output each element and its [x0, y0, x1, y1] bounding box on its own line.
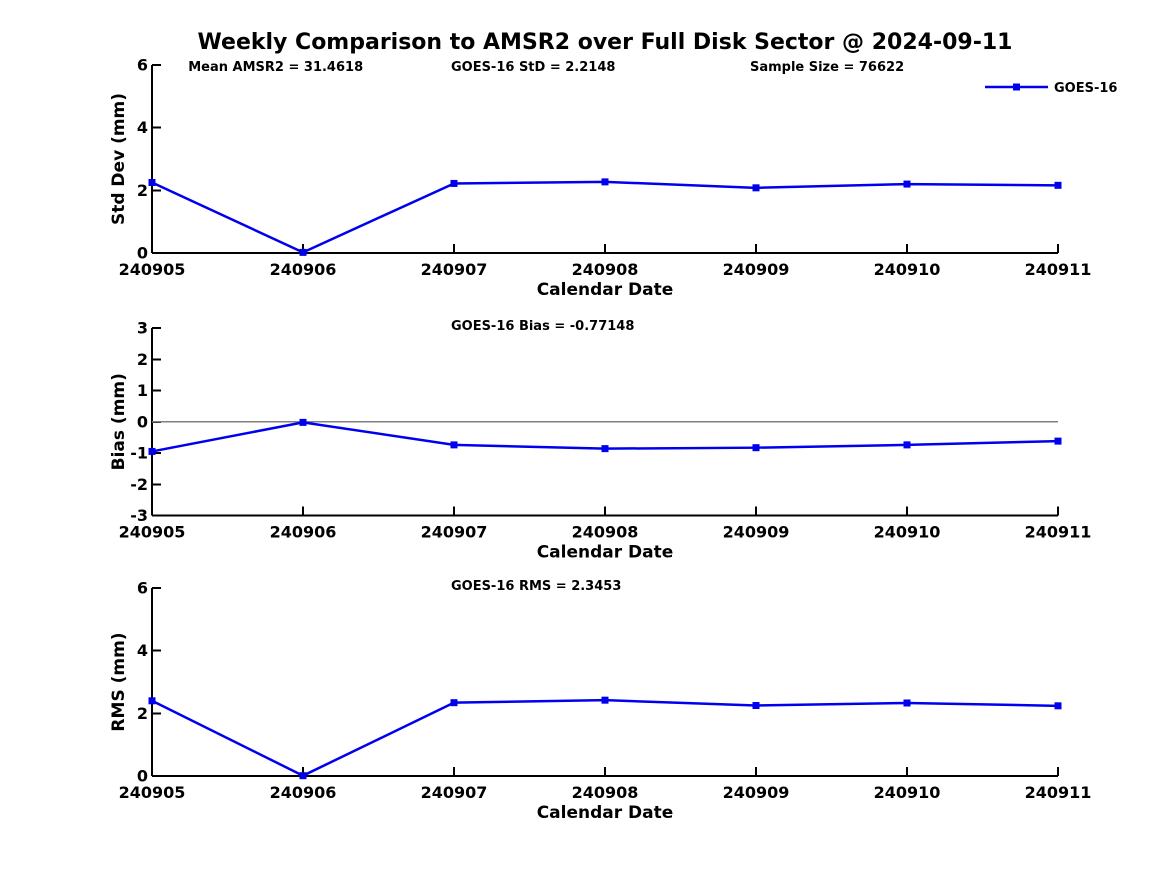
y-tick-label: 4	[137, 118, 148, 137]
x-tick-label: 240909	[723, 523, 790, 542]
data-point-marker	[450, 441, 458, 449]
data-point-marker	[903, 441, 911, 449]
x-tick-label: 240906	[270, 260, 337, 279]
data-point-marker	[1054, 702, 1062, 710]
annotation: Sample Size = 76622	[750, 60, 904, 75]
y-axis-label: Std Dev (mm)	[109, 93, 129, 225]
x-axis-label: Calendar Date	[537, 543, 674, 563]
data-point-marker	[903, 180, 911, 188]
x-tick-label: 240907	[421, 783, 488, 802]
data-point-marker	[450, 699, 458, 707]
x-tick-label: 240911	[1025, 260, 1092, 279]
x-tick-label: 240905	[119, 783, 186, 802]
data-point-marker	[148, 697, 156, 705]
x-axis-label: Calendar Date	[537, 280, 674, 300]
x-tick-label: 240905	[119, 523, 186, 542]
data-point-marker	[1054, 437, 1062, 445]
y-tick-label: 0	[137, 767, 148, 786]
data-point-marker	[752, 184, 760, 192]
data-point-marker	[299, 418, 307, 426]
subplot-bias: -3 -2 -1 0 1 2 3 240905 240906 240907 240908 240909…	[109, 319, 1091, 563]
subplot-std-dev: 0 2 4 6 240905 240906 240907 240908 240909 240910…	[109, 56, 1117, 301]
data-point-marker	[450, 179, 458, 187]
x-tick-label: 240905	[119, 260, 186, 279]
data-point-marker	[601, 178, 609, 186]
y-tick-label: -3	[130, 506, 148, 525]
legend: GOES-16	[985, 81, 1117, 96]
subplot-rms: 0 2 4 6 240905 240906 240907 240908 240909 240910…	[109, 579, 1091, 824]
y-tick-label: 6	[137, 56, 148, 75]
legend-marker	[1013, 83, 1020, 91]
y-tick-label: 4	[137, 641, 148, 660]
y-tick-label: 2	[137, 350, 148, 369]
data-point-marker	[903, 699, 911, 707]
data-point-marker	[148, 179, 156, 186]
y-tick-label: 0	[137, 244, 148, 263]
data-point-marker	[148, 447, 156, 455]
chart-title: Weekly Comparison to AMSR2 over Full Dis…	[197, 30, 1013, 55]
legend-label: GOES-16	[1054, 81, 1117, 96]
x-tick-label: 240907	[421, 260, 488, 279]
y-tick-label: 6	[137, 579, 148, 598]
y-tick-label: 0	[137, 412, 148, 431]
x-tick-label: 240908	[572, 260, 639, 279]
y-axis-label: Bias (mm)	[109, 373, 129, 470]
data-line	[151, 698, 1059, 778]
annotation: Mean AMSR2 = 31.4618	[188, 60, 363, 75]
annotation: GOES-16 Bias = -0.77148	[451, 319, 634, 334]
data-line	[151, 180, 1059, 254]
data-point-marker	[752, 702, 760, 709]
x-tick-label: 240910	[874, 783, 941, 802]
data-point-marker	[1054, 181, 1062, 189]
y-axis-label: RMS (mm)	[109, 632, 129, 731]
y-tick-label: -1	[130, 444, 148, 463]
x-tick-label: 240906	[270, 783, 337, 802]
annotation: GOES-16 RMS = 2.3453	[451, 579, 621, 594]
x-axis-label: Calendar Date	[537, 803, 674, 823]
x-tick-label: 240908	[572, 523, 639, 542]
x-tick-label: 240911	[1025, 523, 1092, 542]
y-tick-label: 2	[137, 181, 148, 200]
x-tick-label: 240909	[723, 783, 790, 802]
x-tick-label: 240908	[572, 783, 639, 802]
data-point-marker	[752, 444, 760, 452]
data-point-marker	[601, 696, 609, 704]
x-tick-label: 240906	[270, 523, 337, 542]
x-tick-label: 240907	[421, 523, 488, 542]
data-point-marker	[299, 248, 307, 256]
x-tick-label: 240909	[723, 260, 790, 279]
data-point-marker	[299, 772, 307, 780]
x-tick-label: 240911	[1025, 783, 1092, 802]
x-tick-label: 240910	[874, 260, 941, 279]
annotation: GOES-16 StD = 2.2148	[451, 60, 615, 75]
y-tick-label: 2	[137, 704, 148, 723]
data-point-marker	[601, 445, 609, 453]
y-tick-label: -2	[130, 475, 148, 494]
y-tick-label: 1	[137, 381, 148, 400]
y-tick-label: 3	[137, 319, 148, 338]
x-tick-label: 240910	[874, 523, 941, 542]
